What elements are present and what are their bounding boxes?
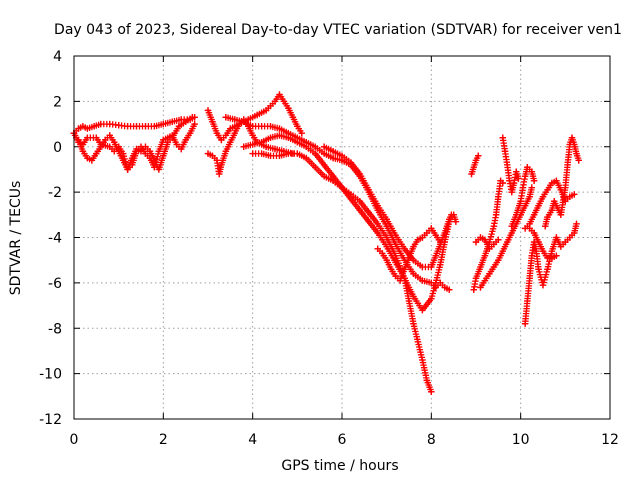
data-points — [70, 91, 582, 395]
axis-ticks — [73, 55, 611, 420]
series-trace — [526, 225, 560, 262]
series-track-14 — [477, 184, 536, 291]
series-trace — [204, 91, 305, 144]
grid — [74, 56, 610, 419]
y-tick-label: -10 — [39, 367, 62, 383]
y-tick-label: -6 — [48, 276, 62, 292]
x-tick-label: 10 — [512, 432, 530, 448]
series-trace — [472, 234, 502, 252]
x-tick-label: 4 — [248, 432, 257, 448]
series-trace — [477, 184, 535, 291]
series-track-12 — [468, 152, 482, 178]
series-track-8 — [240, 132, 460, 314]
y-tick-label: 2 — [53, 94, 62, 110]
series-track-20 — [542, 134, 582, 230]
series-track-13 — [472, 234, 502, 253]
x-tick-label: 12 — [601, 432, 619, 448]
series-trace — [320, 143, 455, 271]
x-tick-label: 2 — [159, 432, 168, 448]
series-track-11 — [470, 177, 506, 293]
series-trace — [499, 134, 522, 196]
y-tick-label: -8 — [48, 321, 62, 337]
x-tick-label: 0 — [70, 432, 79, 448]
x-tick-label: 6 — [338, 432, 347, 448]
series-track-6 — [222, 114, 453, 293]
y-tick-labels: -12 -10 -8 -6 -4 -2 0 2 4 — [39, 49, 62, 428]
y-tick-label: -12 — [39, 412, 62, 428]
series-track-10 — [374, 225, 444, 284]
x-axis-label: GPS time / hours — [281, 458, 398, 474]
series-track-18 — [521, 177, 578, 232]
series-trace — [508, 164, 538, 230]
y-tick-label: 0 — [53, 140, 62, 156]
chart-title: Day 043 of 2023, Sidereal Day-to-day VTE… — [54, 22, 622, 38]
series-trace — [470, 177, 506, 293]
y-axis-label: SDTVAR / TECUs — [8, 181, 24, 296]
series-trace — [374, 225, 444, 284]
y-tick-label: -4 — [48, 231, 62, 247]
plot-frame — [73, 55, 611, 420]
series-trace — [521, 220, 580, 327]
x-tick-labels: 0 2 4 6 8 10 12 — [70, 432, 619, 448]
series-trace — [521, 177, 578, 232]
series-track-17 — [521, 220, 580, 327]
series-trace — [542, 134, 582, 230]
y-tick-label: 4 — [53, 49, 62, 65]
series-track-4 — [204, 91, 305, 144]
x-tick-label: 8 — [427, 432, 436, 448]
series-track-19 — [526, 225, 560, 262]
series-trace — [240, 132, 460, 314]
y-tick-label: -2 — [48, 185, 62, 201]
series-track-16 — [499, 134, 522, 196]
series-trace — [468, 152, 482, 178]
series-track-9 — [320, 143, 455, 271]
series-track-15 — [508, 163, 538, 230]
